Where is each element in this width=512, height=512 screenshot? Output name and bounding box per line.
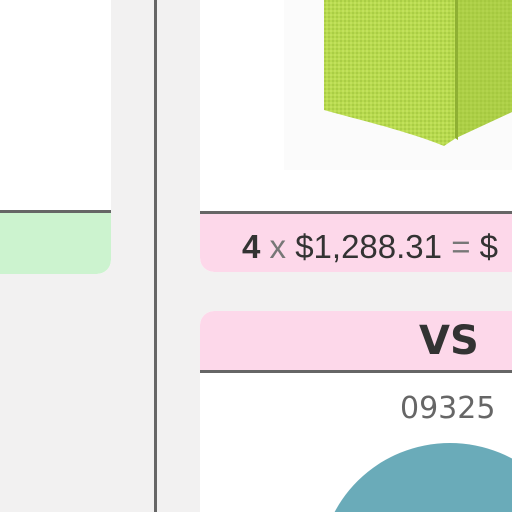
teal-circle-icon[interactable] — [200, 311, 512, 512]
total-price: $ — [479, 228, 498, 265]
left-card-divider — [0, 210, 111, 213]
right-product-card: 4 x $1,288.31 = $ — [200, 0, 512, 272]
price-divider — [200, 211, 512, 214]
price-summary-bar: 4 x $1,288.31 = $ — [200, 214, 512, 272]
equals-symbol: = — [451, 228, 471, 265]
green-box-icon — [324, 0, 512, 146]
comparison-card: VS 09325 — [200, 311, 512, 512]
vs-header: VS — [200, 311, 512, 370]
price-equation: 4 x $1,288.31 = $ — [242, 228, 498, 266]
product-code: 09325 — [400, 391, 496, 426]
vs-label: VS — [419, 318, 479, 364]
left-product-card — [0, 0, 111, 274]
quantity-value: 4 — [242, 228, 261, 265]
left-card-footer — [0, 213, 111, 274]
vs-divider — [200, 370, 512, 373]
unit-price: $1,288.31 — [295, 228, 443, 265]
times-symbol: x — [269, 228, 287, 265]
product-image[interactable] — [284, 0, 512, 170]
column-divider — [154, 0, 157, 512]
